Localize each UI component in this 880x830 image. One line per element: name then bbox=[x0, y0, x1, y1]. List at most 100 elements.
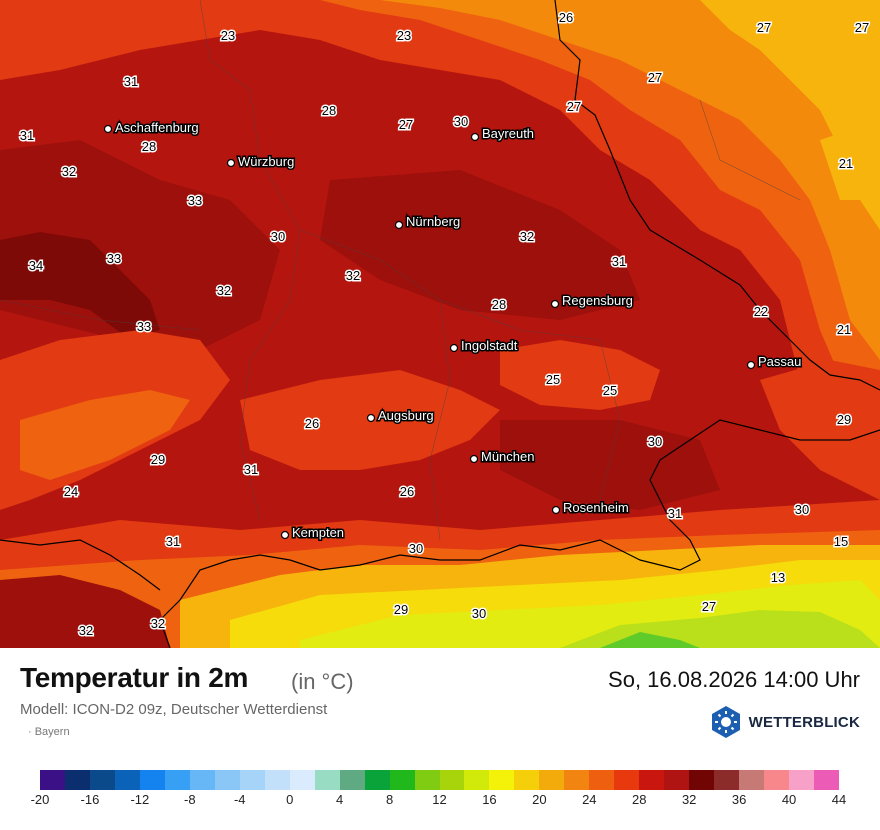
city-markers: Aschaffenburg Würzburg Bayreuth Nürnberg… bbox=[103, 119, 803, 542]
scale-swatch bbox=[789, 770, 815, 790]
scale-tick-label: 16 bbox=[482, 792, 497, 807]
temp-label: 32 bbox=[520, 229, 534, 244]
model-source: Modell: ICON-D2 09z, Deutscher Wetterdie… bbox=[20, 701, 328, 718]
scale-swatch bbox=[40, 770, 65, 790]
temp-label: 28 bbox=[492, 297, 506, 312]
scale-swatch bbox=[639, 770, 665, 790]
temp-label: 31 bbox=[20, 128, 34, 143]
temp-label: 27 bbox=[567, 99, 581, 114]
temp-label: 25 bbox=[603, 383, 617, 398]
scale-swatch bbox=[389, 770, 415, 790]
scale-swatch bbox=[664, 770, 690, 790]
temp-label: 31 bbox=[124, 74, 138, 89]
color-scale bbox=[40, 770, 839, 790]
scale-swatch bbox=[764, 770, 790, 790]
temp-label: 28 bbox=[142, 139, 156, 154]
scale-tick-label: 8 bbox=[385, 792, 394, 807]
temp-label: 33 bbox=[107, 251, 121, 266]
scale-tick-label: 24 bbox=[582, 792, 597, 807]
city-regensburg[interactable]: Regensburg bbox=[550, 292, 634, 310]
area-northeast-yellow bbox=[700, 0, 880, 230]
area-west-darkest bbox=[0, 232, 160, 340]
city-kempten[interactable]: Kempten bbox=[280, 524, 346, 542]
city-muenchen[interactable]: München bbox=[469, 448, 536, 466]
scale-swatch bbox=[139, 770, 165, 790]
scale-tick-label: 0 bbox=[286, 792, 294, 807]
scale-tick-label: -16 bbox=[80, 792, 100, 807]
temp-label: 27 bbox=[399, 117, 413, 132]
temp-label: 31 bbox=[668, 506, 682, 521]
temp-label: 30 bbox=[795, 502, 809, 517]
region-label: · Bayern bbox=[28, 726, 70, 738]
scale-swatch bbox=[614, 770, 640, 790]
svg-text:Augsburg: Augsburg bbox=[378, 408, 434, 423]
city-bayreuth[interactable]: Bayreuth bbox=[470, 125, 536, 143]
temp-label: 31 bbox=[166, 534, 180, 549]
scale-tick-label: -8 bbox=[184, 792, 196, 807]
svg-text:Bayreuth: Bayreuth bbox=[482, 126, 534, 141]
temp-label: 29 bbox=[394, 602, 408, 617]
sun-shield-icon bbox=[711, 706, 740, 738]
temp-label: 23 bbox=[221, 28, 235, 43]
scale-tick-label: 28 bbox=[632, 792, 647, 807]
scale-swatch bbox=[264, 770, 290, 790]
city-wuerzburg[interactable]: Würzburg bbox=[226, 153, 296, 171]
city-aschaffenburg[interactable]: Aschaffenburg bbox=[103, 119, 200, 137]
svg-text:Kempten: Kempten bbox=[292, 525, 344, 540]
scale-swatch bbox=[814, 770, 839, 790]
temp-label: 33 bbox=[137, 319, 151, 334]
city-ingolstadt[interactable]: Ingolstadt bbox=[449, 337, 519, 355]
temp-label: 27 bbox=[757, 20, 771, 35]
city-nuernberg[interactable]: Nürnberg bbox=[394, 213, 462, 231]
svg-text:Ingolstadt: Ingolstadt bbox=[461, 338, 518, 353]
scale-swatch bbox=[514, 770, 540, 790]
scale-swatch bbox=[364, 770, 390, 790]
svg-text:München: München bbox=[481, 449, 534, 464]
country-border-south bbox=[159, 419, 880, 648]
area-south-green bbox=[600, 632, 700, 648]
scale-swatch bbox=[539, 770, 565, 790]
temp-label: 32 bbox=[79, 623, 93, 638]
scale-tick-label: 44 bbox=[831, 792, 847, 807]
city-passau[interactable]: Passau bbox=[746, 353, 803, 371]
temp-label: 21 bbox=[839, 156, 853, 171]
temp-label: 26 bbox=[305, 416, 319, 431]
scale-swatch bbox=[64, 770, 90, 790]
temp-label: 26 bbox=[400, 484, 414, 499]
temp-label: 23 bbox=[397, 28, 411, 43]
temp-label: 22 bbox=[754, 304, 768, 319]
scale-swatch bbox=[114, 770, 140, 790]
temperature-map[interactable]: Aschaffenburg Würzburg Bayreuth Nürnberg… bbox=[0, 0, 880, 648]
scale-swatch bbox=[464, 770, 490, 790]
forecast-datetime: So, 16.08.2026 14:00 Uhr bbox=[608, 667, 860, 692]
brand-logo[interactable]: WETTERBLICK bbox=[709, 705, 860, 739]
scale-swatch bbox=[289, 770, 315, 790]
area-northeast-lightorange bbox=[380, 0, 880, 360]
temp-label: 29 bbox=[837, 412, 851, 427]
city-rosenheim[interactable]: Rosenheim bbox=[551, 499, 630, 517]
temp-label: 32 bbox=[217, 283, 231, 298]
legend-footer: Temperatur in 2m (in °C) So, 16.08.2026 … bbox=[0, 648, 880, 830]
district-borders bbox=[0, 0, 801, 541]
scale-tick-label: 36 bbox=[731, 792, 747, 807]
scale-swatch bbox=[489, 770, 515, 790]
area-regensburg-band bbox=[500, 340, 660, 410]
city-augsburg[interactable]: Augsburg bbox=[366, 407, 435, 425]
temp-label: 30 bbox=[271, 229, 285, 244]
temp-label: 30 bbox=[648, 434, 662, 449]
scale-swatch bbox=[589, 770, 615, 790]
temp-label: 32 bbox=[151, 616, 165, 631]
temp-label: 32 bbox=[62, 164, 76, 179]
temp-label: 27 bbox=[855, 20, 869, 35]
svg-text:Aschaffenburg: Aschaffenburg bbox=[115, 120, 199, 135]
temperature-labels: 26 27 27 23 23 31 28 27 30 27 27 31 28 2… bbox=[18, 9, 870, 640]
temp-label: 15 bbox=[834, 534, 848, 549]
svg-text:Rosenheim: Rosenheim bbox=[563, 500, 629, 515]
scale-tick-label: 32 bbox=[681, 792, 697, 807]
temp-label: 24 bbox=[64, 484, 78, 499]
area-east-strip bbox=[760, 360, 880, 500]
svg-text:Würzburg: Würzburg bbox=[238, 154, 294, 169]
area-spot-yellow bbox=[820, 120, 880, 200]
scale-tick-label: 20 bbox=[532, 792, 547, 807]
temp-label: 27 bbox=[648, 70, 662, 85]
